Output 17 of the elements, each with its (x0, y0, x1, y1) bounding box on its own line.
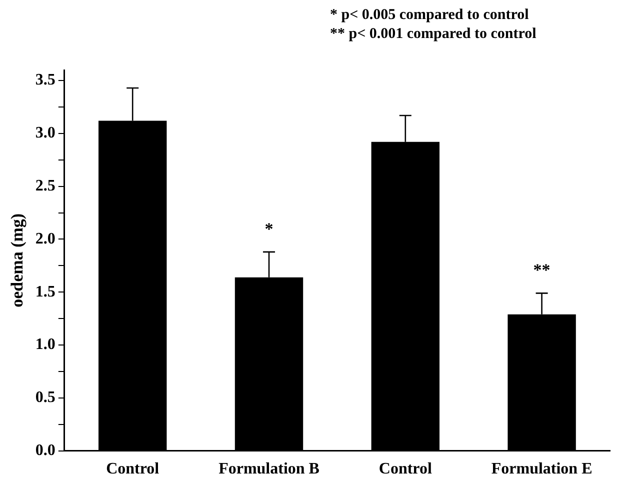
text: * p< 0.005 compared to control (330, 6, 530, 25)
y-axis-title: oedema (mg) (8, 213, 27, 308)
y-tick-label: 2.0 (35, 230, 56, 248)
y-tick-label: 1.5 (35, 283, 56, 300)
annotation: ** (533, 260, 550, 280)
x-tick-label: Control (378, 460, 432, 478)
y-tick-label: 1.0 (35, 336, 56, 354)
text: ** p< 0.001 compared to control (330, 25, 536, 44)
x-tick-label: Formulation E (491, 460, 592, 478)
y-tick-label: 0.0 (35, 442, 56, 459)
x-tick-label: Formulation B (218, 460, 320, 478)
x-tick-label: Control (106, 460, 160, 478)
y-tick-label: 3.0 (35, 124, 56, 142)
y-tick-label: 2.5 (35, 177, 56, 194)
annotation: * (264, 219, 274, 238)
y-tick-label: 3.5 (35, 72, 56, 89)
y-tick-label: 0.5 (35, 389, 56, 406)
